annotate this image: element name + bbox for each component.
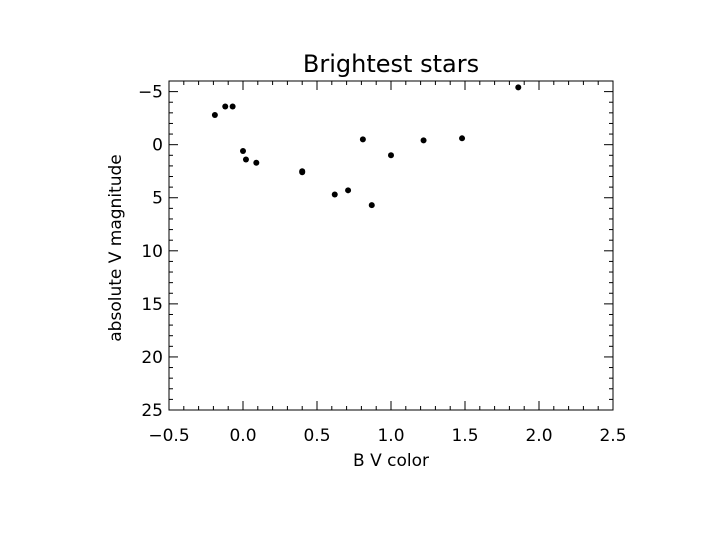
data-point bbox=[388, 152, 394, 159]
plot-frame bbox=[168, 80, 614, 411]
y-tick-label: 5 bbox=[152, 189, 163, 209]
data-point bbox=[229, 103, 236, 110]
x-tick-label: 2.5 bbox=[599, 426, 626, 446]
data-point bbox=[420, 137, 427, 144]
x-axis: −0.5 0.0 0.5 1.0 1.5 2.0 2.5 bbox=[148, 81, 627, 446]
data-point bbox=[240, 148, 246, 155]
y-tick-label: −5 bbox=[138, 83, 163, 103]
data-point bbox=[345, 187, 352, 194]
y-tick-label: 0 bbox=[152, 136, 163, 156]
data-point bbox=[368, 202, 375, 209]
data-point bbox=[299, 169, 306, 176]
x-tick-label: 1.0 bbox=[377, 426, 404, 446]
x-tick-label: 0.5 bbox=[303, 426, 330, 446]
y-tick-label: 25 bbox=[141, 401, 163, 421]
y-tick-label: 15 bbox=[141, 295, 163, 315]
chart-title: Brightest stars bbox=[303, 50, 479, 78]
x-tick-label: 0.0 bbox=[229, 426, 256, 446]
data-point bbox=[242, 156, 249, 163]
data-points bbox=[211, 84, 522, 209]
plot-area bbox=[168, 80, 614, 411]
data-point bbox=[222, 103, 229, 110]
data-point bbox=[359, 136, 366, 143]
data-point bbox=[459, 135, 466, 142]
y-tick-label: 10 bbox=[141, 242, 163, 262]
y-tick-label: 20 bbox=[141, 348, 163, 368]
x-tick-label: 1.5 bbox=[451, 426, 478, 446]
x-tick-label: 2.0 bbox=[525, 426, 552, 446]
x-tick-label: −0.5 bbox=[148, 426, 189, 446]
x-axis-label: B V color bbox=[353, 451, 429, 471]
y-axis-label: absolute V magnitude bbox=[106, 154, 126, 341]
data-point bbox=[515, 84, 522, 91]
data-point bbox=[331, 191, 338, 198]
data-point bbox=[211, 111, 218, 118]
data-point bbox=[253, 159, 260, 166]
y-axis: −5 0 5 10 15 20 25 bbox=[138, 80, 613, 421]
